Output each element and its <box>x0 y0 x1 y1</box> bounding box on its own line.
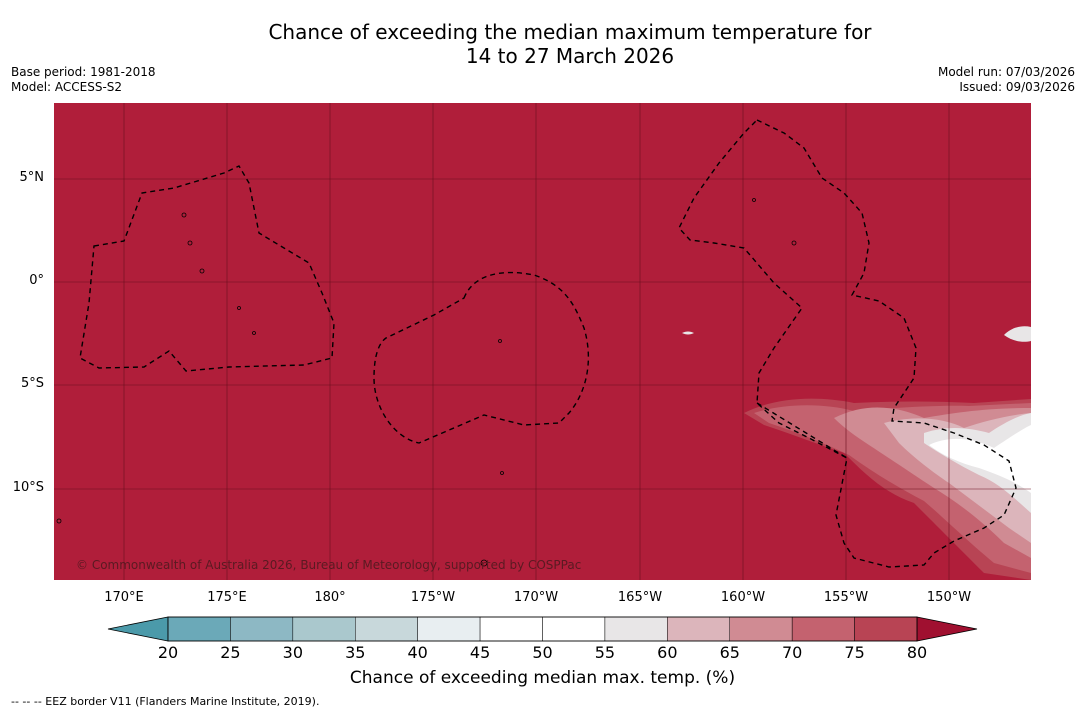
probability-contours <box>682 326 1031 580</box>
colorbar-tick-label: 30 <box>282 643 303 662</box>
island-outlines <box>56 198 797 567</box>
map-background <box>54 103 1031 580</box>
colorbar-tick-label: 60 <box>657 643 678 662</box>
eez-legend-note: -- -- -- EEZ border V11 (Flanders Marine… <box>11 695 320 708</box>
colorbar-tick-label: 80 <box>906 643 928 662</box>
colorbar-tick-label: 20 <box>157 643 179 662</box>
lon-label-170e: 170°E <box>104 590 144 605</box>
colorbar-cell <box>791 616 855 642</box>
colorbar-cell <box>167 616 231 642</box>
colorbar-cell <box>604 616 668 642</box>
colorbar-tick-label: 65 <box>719 643 740 662</box>
lon-label-175e: 175°E <box>207 590 247 605</box>
colorbar-tick-label: 35 <box>345 643 366 662</box>
colorbar-cells <box>167 616 918 642</box>
colorbar-tick-label: 75 <box>844 643 865 662</box>
model-name: Model: ACCESS-S2 <box>11 80 123 94</box>
map-credit: © Commonwealth of Australia 2026, Bureau… <box>76 558 582 572</box>
eez-tuvalu-kiribati-west <box>79 165 335 372</box>
colorbar-cell <box>729 616 793 642</box>
lon-label-175w: 175°W <box>410 590 456 605</box>
colorbar-cell <box>417 616 481 642</box>
issued-date: Issued: 09/03/2026 <box>959 80 1075 94</box>
lon-label-170w: 170°W <box>513 590 559 605</box>
lon-label-180: 180° <box>314 590 346 605</box>
colorbar-cell <box>854 616 918 642</box>
colorbar-tick-label: 70 <box>781 643 803 662</box>
colorbar-low-extend <box>107 616 169 642</box>
base-period: Base period: 1981-2018 <box>11 65 156 79</box>
colorbar-label: Chance of exceeding median max. temp. (%… <box>349 668 736 688</box>
eez-central <box>373 271 590 444</box>
graticule <box>54 103 1031 580</box>
colorbar-tick-label: 45 <box>469 643 491 662</box>
model-run: Model run: 07/03/2026 <box>937 65 1075 79</box>
eez-east <box>678 119 1017 568</box>
colorbar-tick-label: 50 <box>532 643 553 662</box>
forecast-map[interactable] <box>54 103 1031 580</box>
lon-label-150w: 150°W <box>926 590 972 605</box>
colorbar-cell <box>292 616 356 642</box>
meta-left: Base period: 1981-2018 Model: ACCESS-S2 <box>11 65 156 95</box>
colorbar-tick-label: 55 <box>594 643 616 662</box>
title-line-2: 14 to 27 March 2026 <box>465 44 675 68</box>
colorbar-frame <box>167 616 918 642</box>
colorbar-cell <box>230 616 294 642</box>
map-title: Chance of exceeding the median maximum t… <box>0 20 1085 68</box>
lon-label-160w: 160°W <box>720 590 766 605</box>
colorbar-cell <box>667 616 730 642</box>
meta-right: Model run: 07/03/2026 Issued: 09/03/2026 <box>938 65 1075 95</box>
colorbar-tick-label: 40 <box>407 643 428 662</box>
eez-borders <box>79 119 1017 568</box>
map-canvas <box>54 103 1031 580</box>
lat-label-5s: 5°S <box>20 376 44 391</box>
lat-label-0: 0° <box>29 273 44 288</box>
colorbar-cell <box>479 616 543 642</box>
lat-label-5n: 5°N <box>19 170 45 185</box>
colorbar-cell <box>355 616 418 642</box>
lon-label-165w: 165°W <box>617 590 663 605</box>
colorbar-tick-label: 25 <box>220 643 241 662</box>
colorbar-cell <box>542 616 606 642</box>
lon-label-155w: 155°W <box>823 590 869 605</box>
title-line-1: Chance of exceeding the median maximum t… <box>268 20 872 44</box>
lat-label-10s: 10°S <box>12 480 44 495</box>
colorbar-high-extend <box>916 616 978 642</box>
